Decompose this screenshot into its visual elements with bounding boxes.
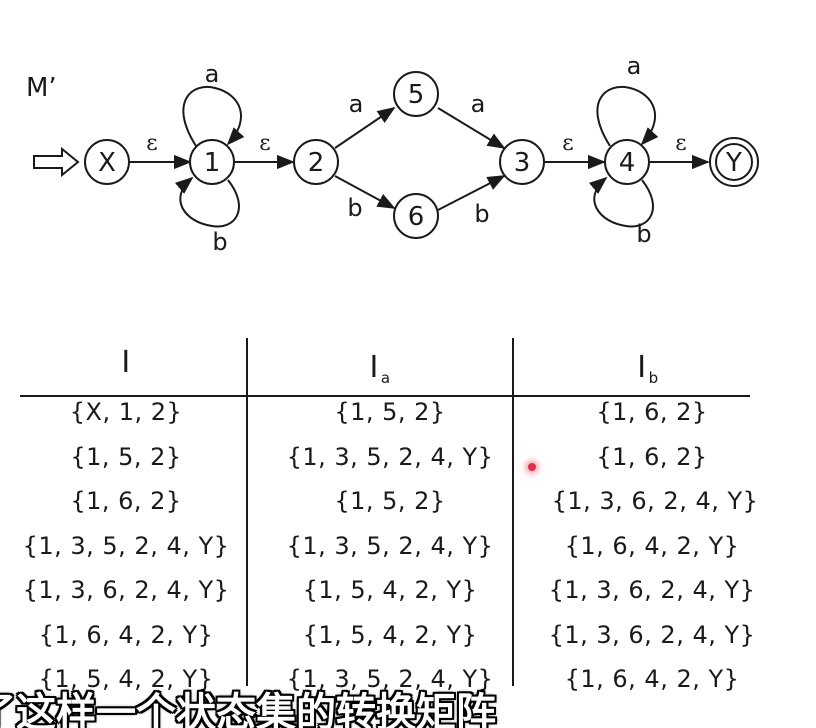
table-cell-r5-c2: {1, 5, 4, 2, Y} (302, 576, 478, 604)
state-y-accepting: Y (709, 137, 759, 187)
loop-4-b (588, 176, 654, 228)
state-4-label: 4 (619, 148, 636, 178)
label-loop4-b: b (636, 220, 651, 248)
table-cell-r4-c1: {1, 3, 5, 2, 4, Y} (22, 531, 230, 560)
edge-2-6 (334, 175, 396, 209)
video-subtitle: 了这样一个状态集的转换矩阵 (0, 676, 816, 728)
loop-1-b (174, 176, 240, 228)
pointer-dot (528, 463, 536, 471)
state-x-label: X (98, 148, 116, 178)
header-I-text: I (121, 345, 131, 380)
subtitle-text: 了这样一个状态集的转换矩阵 (0, 690, 496, 728)
label-x-1: ε (146, 131, 157, 156)
state-6-label: 6 (408, 202, 425, 232)
table-cell-r6-c3: {1, 3, 6, 2, 4, Y} (548, 620, 756, 649)
table-cell-r4-c3: {1, 6, 4, 2, Y} (564, 531, 740, 560)
table-cell-r6-c2: {1, 5, 4, 2, Y} (302, 620, 478, 649)
machine-name: M’ (26, 73, 57, 103)
state-1-label: 1 (204, 148, 221, 178)
state-5-label: 5 (408, 80, 425, 110)
edge-2-5 (334, 106, 396, 149)
table-cell-r2-c3: {1, 6, 2} (596, 442, 708, 471)
table-cell-r5-c3: {1, 3, 6, 2, 4, Y} (548, 576, 756, 604)
header-Ib-base: I (637, 350, 647, 385)
table-cell-r2-c1: {1, 5, 2} (70, 442, 182, 471)
loop-4-a (596, 86, 659, 147)
label-6-3: b (474, 200, 489, 228)
table-cell-r2-c2: {1, 3, 5, 2, 4, Y} (286, 442, 494, 471)
state-x: X (84, 139, 130, 185)
state-y-label: Y (725, 148, 742, 178)
state-1: 1 (189, 139, 235, 185)
header-Ia-base: I (369, 350, 379, 385)
header-Ia-sub: a (380, 369, 391, 387)
state-2: 2 (293, 139, 339, 185)
label-1-2: ε (259, 131, 270, 156)
table-cell-r1-c2: {1, 5, 2} (334, 398, 446, 426)
edge-5-3 (437, 107, 506, 149)
header-I: I (121, 345, 130, 380)
table-cell-r7-c2: {1, 3, 5, 2, 4, Y} (286, 665, 494, 693)
table-cell-r3-c1: {1, 6, 2} (70, 487, 182, 515)
label-loop1-a: a (205, 60, 220, 88)
label-3-4: ε (562, 131, 573, 156)
state-4: 4 (604, 139, 650, 185)
table-cell-r7-c3: {1, 6, 4, 2, Y} (564, 665, 740, 693)
state-2-label: 2 (308, 148, 325, 178)
table-divider-1 (246, 338, 248, 686)
header-Ib-sub: b (648, 369, 659, 387)
table-cell-r3-c2: {1, 5, 2} (334, 487, 446, 515)
table-cell-r3-c3: {1, 3, 6, 2, 4, Y} (551, 487, 759, 515)
label-2-5: a (349, 90, 364, 118)
table-cell-r5-c1: {1, 3, 6, 2, 4, Y} (22, 576, 230, 604)
table-cell-r1-c3: {1, 6, 2} (596, 398, 708, 426)
start-arrow (33, 146, 80, 178)
nfa-diagram: M’ X 1 2 5 6 3 4 Y (26, 52, 759, 256)
edge-6-3 (437, 175, 506, 211)
label-4-y: ε (675, 131, 686, 156)
state-3-label: 3 (514, 148, 531, 178)
label-loop4-a: a (627, 52, 642, 80)
loop-1-a (182, 86, 245, 147)
table-cell-r1-c1: {X, 1, 2} (69, 398, 183, 426)
table-header-rule (20, 395, 750, 397)
label-5-3: a (471, 90, 486, 118)
label-loop1-b: b (212, 228, 227, 256)
state-3: 3 (499, 139, 545, 185)
table-cell-r7-c1: {1, 5, 4, 2, Y} (38, 665, 214, 693)
table-cell-r4-c2: {1, 3, 5, 2, 4, Y} (286, 531, 494, 560)
table-cell-r6-c1: {1, 6, 4, 2, Y} (38, 620, 214, 649)
state-5: 5 (393, 71, 439, 117)
table-divider-2 (512, 338, 514, 686)
label-2-6: b (347, 194, 362, 222)
state-6: 6 (393, 193, 439, 239)
